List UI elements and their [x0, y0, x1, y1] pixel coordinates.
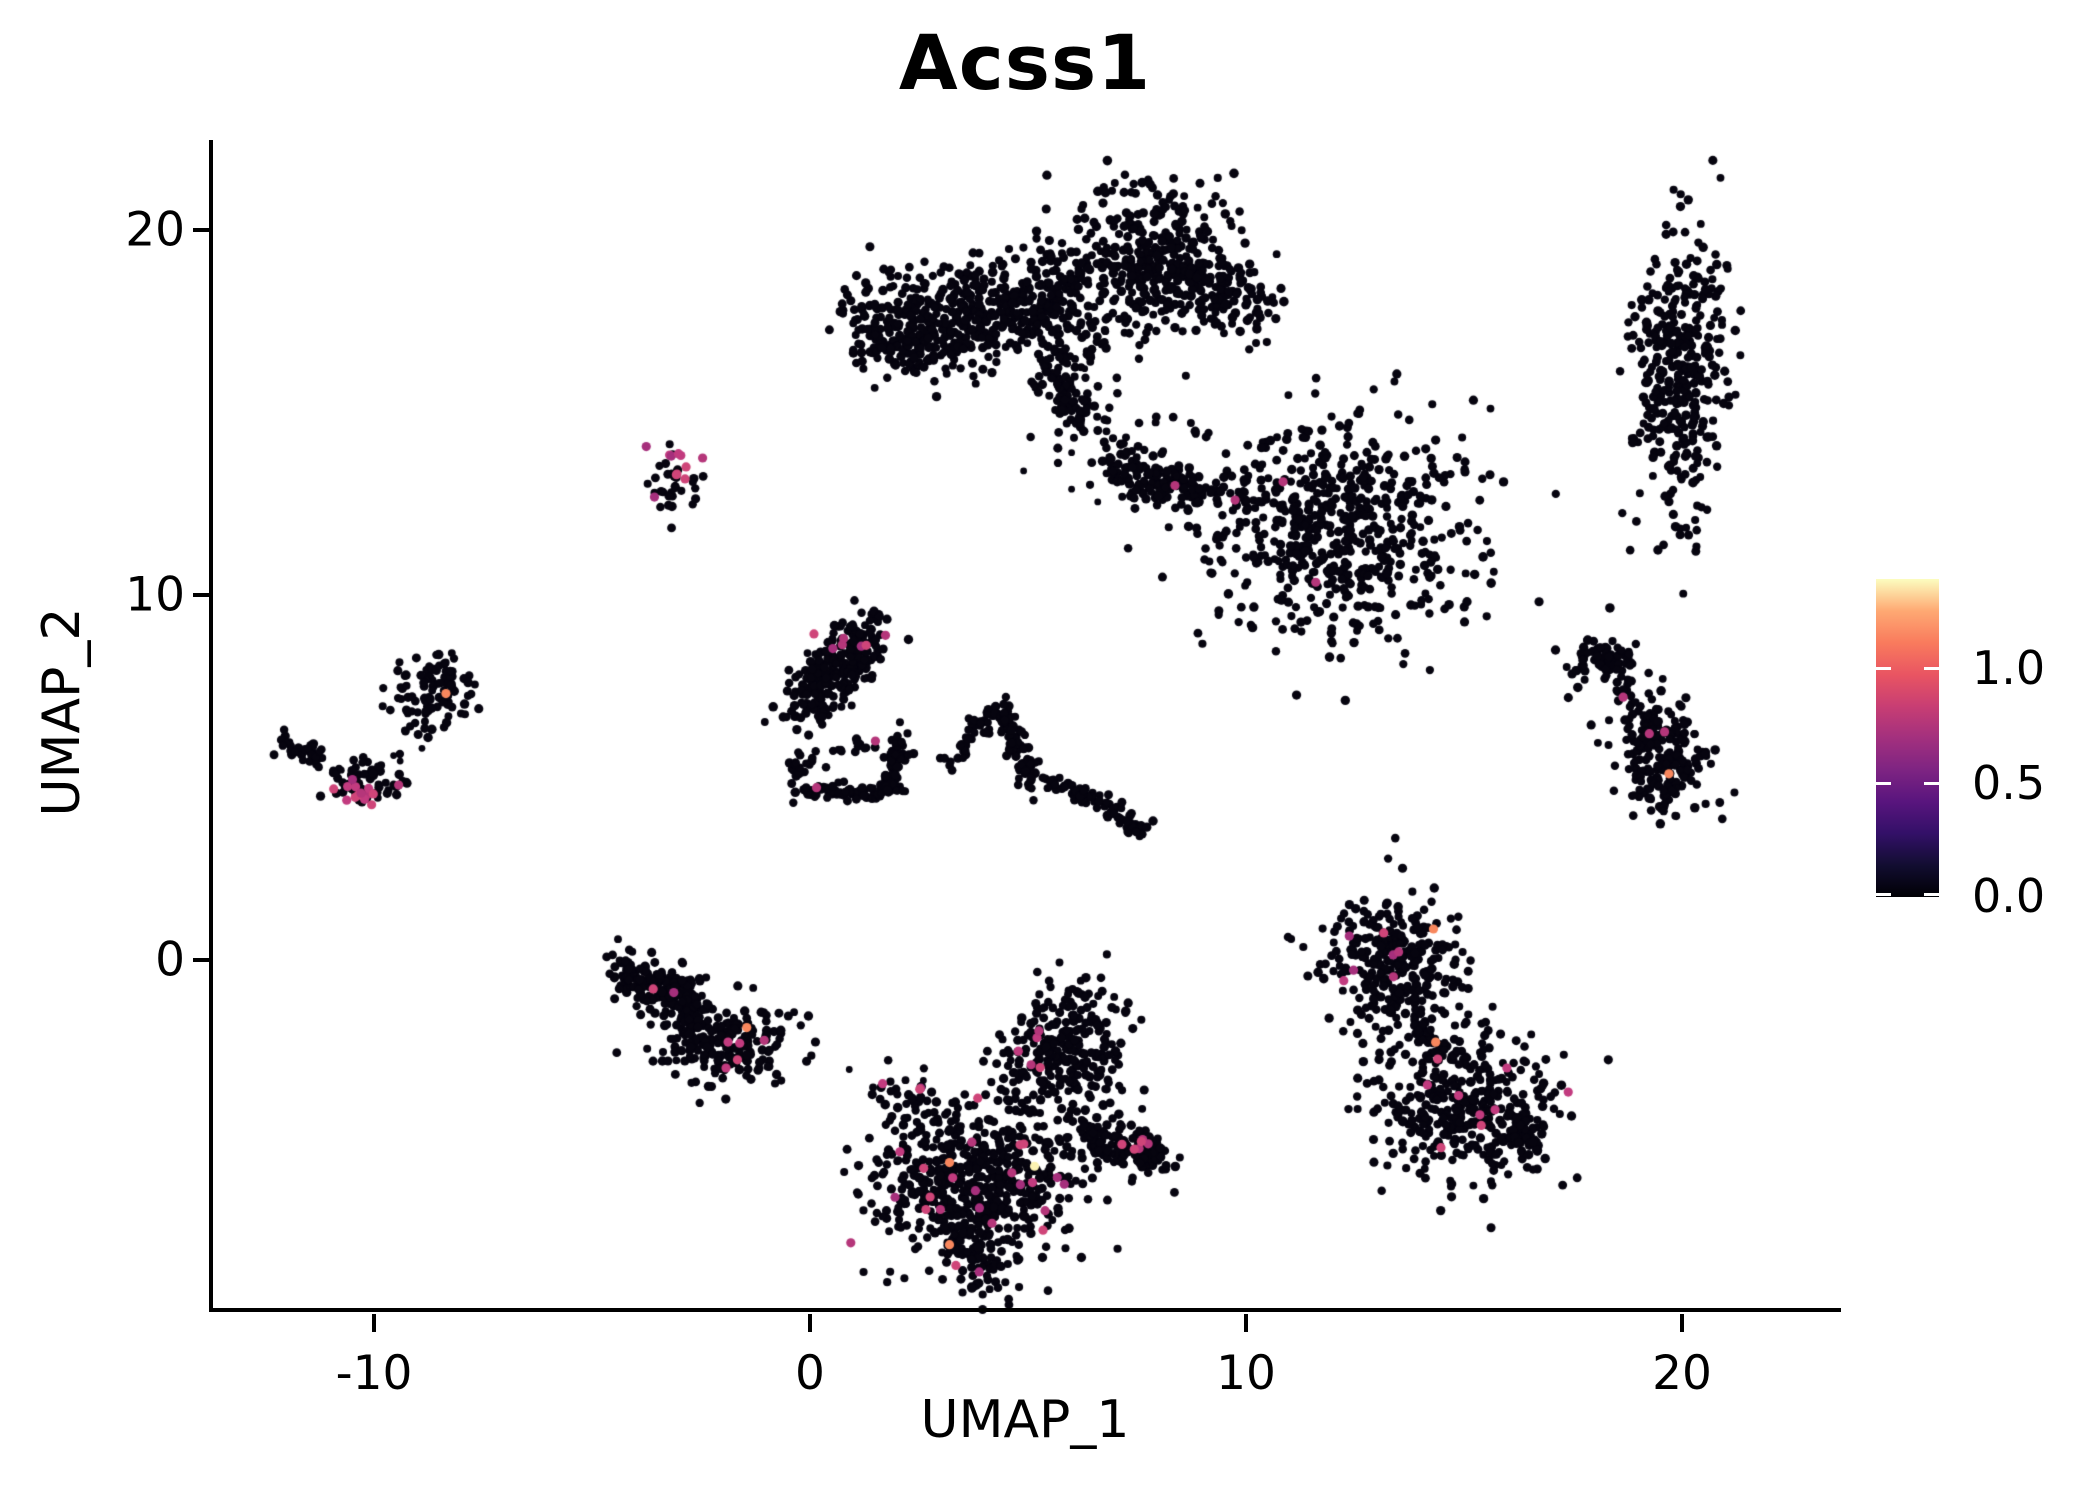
y-tick-label: 10 — [125, 567, 185, 623]
x-tick-mark — [1244, 1314, 1248, 1332]
y-tick-mark — [193, 593, 211, 597]
x-tick-mark — [808, 1314, 812, 1332]
colorbar-tick-mark — [1924, 782, 1939, 786]
colorbar-tick-mark — [1876, 782, 1891, 786]
colorbar-label: 1.0 — [1972, 641, 2046, 695]
colorbar-tick-mark — [1924, 667, 1939, 671]
x-tick-label: 10 — [1216, 1346, 1276, 1401]
y-tick-label: 20 — [125, 202, 185, 258]
y-axis-title: UMAP_2 — [32, 607, 92, 817]
y-tick-mark — [193, 228, 211, 232]
colorbar-gradient — [1876, 579, 1939, 897]
x-axis-title: UMAP_1 — [920, 1390, 1130, 1450]
y-tick-mark — [193, 958, 211, 962]
y-axis-line — [209, 140, 213, 1312]
y-tick-label: 0 — [155, 932, 185, 988]
x-tick-label: 20 — [1652, 1346, 1712, 1401]
colorbar-tick-mark — [1876, 667, 1891, 671]
x-tick-label: -10 — [335, 1346, 413, 1401]
colorbar-tick-mark — [1924, 892, 1939, 896]
x-axis-line — [209, 1308, 1841, 1312]
colorbar-label: 0.5 — [1972, 756, 2046, 810]
x-tick-mark — [1680, 1314, 1684, 1332]
colorbar-tick-mark — [1876, 892, 1891, 896]
x-tick-label: 0 — [795, 1346, 825, 1401]
x-tick-mark — [372, 1314, 376, 1332]
colorbar-label: 0.0 — [1972, 869, 2046, 923]
